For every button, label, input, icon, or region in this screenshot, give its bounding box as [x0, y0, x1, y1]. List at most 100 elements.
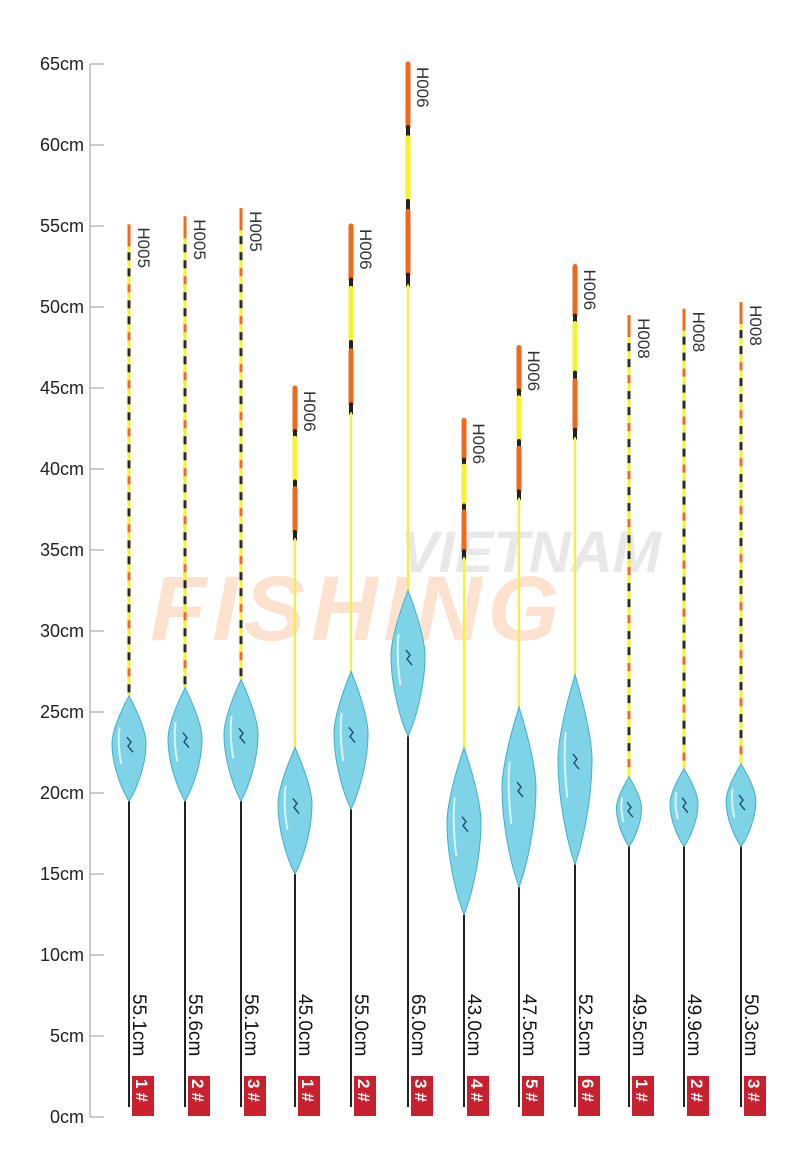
float-size-number: 2#	[188, 1079, 207, 1102]
float-size-mark: #	[411, 1092, 430, 1102]
float-size-badge: 1#	[632, 1076, 654, 1116]
axis-tick-label: 15cm	[40, 864, 84, 884]
axis-tick-label: 0cm	[50, 1107, 84, 1127]
float-body-highlight	[396, 634, 402, 686]
float-size-mark: #	[244, 1092, 263, 1102]
float-size-number: 1#	[132, 1079, 151, 1102]
float-body-mark	[626, 801, 634, 818]
float-size-badge-bg	[411, 1076, 433, 1116]
float-body-mark	[238, 727, 246, 744]
float-body-mark	[738, 794, 746, 811]
float-item: H008 49.9cm 2#	[669, 308, 709, 1116]
float-size-value: 6	[578, 1079, 597, 1088]
float-model-label: H006	[580, 270, 599, 311]
float-size-number: 1#	[298, 1079, 317, 1102]
float-length-label: 55.6cm	[184, 994, 205, 1056]
float-body-mark	[292, 798, 300, 814]
float-size-badge-bg	[188, 1076, 210, 1116]
float-length-label: 50.3cm	[740, 994, 761, 1056]
float-model-label: H005	[134, 227, 153, 268]
float-body-highlight	[620, 797, 625, 823]
float-size-badge: 2#	[687, 1076, 709, 1116]
float-body	[277, 746, 313, 876]
float-list: H00555.1cm1#H00555.6cm2#H00556.1cm3#H006…	[111, 61, 766, 1116]
float-body-highlight	[229, 715, 235, 759]
float-length-label: 47.5cm	[518, 994, 539, 1056]
axis-tick-label: 40cm	[40, 459, 84, 479]
float-body-highlight	[452, 797, 458, 857]
float-body	[501, 705, 537, 889]
axis-tick-label: 55cm	[40, 216, 84, 236]
float-size-number: 4#	[467, 1079, 486, 1102]
float-size-mark: #	[744, 1092, 763, 1102]
float-item: H008 50.3cm 3#	[725, 302, 766, 1116]
float-body-mark	[126, 736, 134, 753]
float-model-label: H008	[746, 305, 765, 346]
float-item: H006 52.5cm 6#	[557, 264, 600, 1116]
float-model-label: H006	[524, 351, 543, 392]
float-length-label: 56.1cm	[240, 994, 261, 1056]
float-size-badge-bg	[132, 1076, 154, 1116]
float-item: H008 49.5cm 1#	[615, 315, 654, 1116]
float-size-mark: #	[298, 1092, 317, 1102]
float-size-badge: 1#	[298, 1076, 320, 1116]
float-size-badge: 5#	[522, 1076, 544, 1116]
float-size-badge-bg	[744, 1076, 766, 1116]
float-size-badge-bg	[632, 1076, 654, 1116]
float-body-mark	[516, 781, 524, 798]
float-length-label: 49.9cm	[683, 994, 704, 1056]
float-body-highlight	[117, 727, 123, 765]
float-size-badge-bg	[578, 1076, 600, 1116]
float-size-badge-bg	[244, 1076, 266, 1116]
float-model-label: H008	[689, 312, 708, 353]
float-size-badge-bg	[354, 1076, 376, 1116]
float-body	[223, 678, 259, 803]
axis-tick-label: 5cm	[50, 1026, 84, 1046]
float-item: H006 55.0cm 2#	[333, 223, 376, 1116]
float-size-value: 1	[132, 1079, 151, 1088]
float-size-mark: #	[467, 1092, 486, 1102]
float-body	[390, 589, 426, 738]
float-length-label: 55.0cm	[350, 994, 371, 1056]
float-model-label: H008	[634, 318, 653, 359]
float-body-mark	[348, 727, 356, 743]
float-size-value: 3	[411, 1079, 430, 1088]
float-size-badge: 6#	[578, 1076, 600, 1116]
float-model-label: H006	[356, 229, 375, 270]
float-length-label: 45.0cm	[294, 994, 315, 1056]
float-body	[446, 746, 482, 916]
float-body-highlight	[563, 731, 569, 799]
float-body-highlight	[674, 791, 679, 820]
float-size-badge-bg	[298, 1076, 320, 1116]
float-body	[557, 672, 593, 866]
float-size-number: 1#	[632, 1079, 651, 1102]
float-model-label: H005	[246, 211, 265, 252]
watermark-line2: FISHING	[150, 558, 565, 660]
float-length-label: 49.5cm	[628, 994, 649, 1056]
float-length-label: 55.1cm	[128, 994, 149, 1056]
float-size-number: 3#	[411, 1079, 430, 1102]
float-size-value: 3	[244, 1079, 263, 1088]
float-item: H005 55.6cm 2#	[167, 216, 210, 1116]
length-axis: 0cm 5cm 10cm 15cm 20cm 25cm 30cm 35cm 40cm 45cm 50…	[40, 54, 104, 1127]
float-model-label: H005	[190, 219, 209, 260]
float-size-mark: #	[132, 1092, 151, 1102]
float-size-badge-bg	[522, 1076, 544, 1116]
float-body-mark	[461, 816, 469, 833]
float-body-highlight	[173, 721, 179, 762]
float-size-badge: 3#	[244, 1076, 266, 1116]
axis-tick-label: 10cm	[40, 945, 84, 965]
float-size-badge-bg	[687, 1076, 709, 1116]
float-size-mark: #	[522, 1092, 541, 1102]
float-size-number: 3#	[744, 1079, 763, 1102]
float-length-label: 52.5cm	[574, 994, 595, 1056]
float-size-value: 2	[188, 1079, 207, 1088]
float-body-highlight	[283, 785, 289, 830]
float-size-value: 2	[354, 1079, 373, 1088]
float-size-badge: 2#	[354, 1076, 376, 1116]
float-size-value: 1	[632, 1079, 651, 1088]
axis-tick-label: 20cm	[40, 783, 84, 803]
